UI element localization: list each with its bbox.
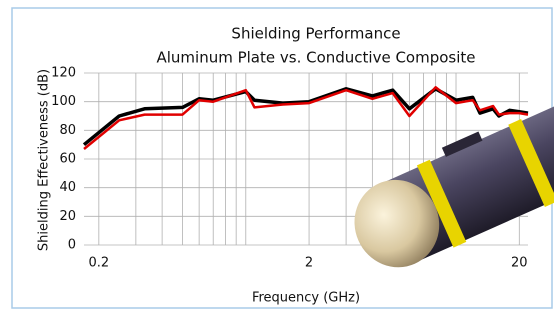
y-tick-label: 80 bbox=[59, 123, 76, 138]
y-tick-label: 120 bbox=[51, 66, 76, 81]
x-axis-label: Frequency (GHz) bbox=[252, 291, 360, 306]
chart: 0 20 40 60 80 100 120 0.2 2 20 Shielding Performa… bbox=[0, 0, 554, 311]
y-tick-label: 40 bbox=[59, 180, 76, 195]
chart-title: Shielding Performance bbox=[231, 25, 400, 43]
y-tick-label: 0 bbox=[68, 238, 76, 253]
x-tick-label: 20 bbox=[511, 256, 528, 271]
x-tick-label: 2 bbox=[305, 256, 313, 271]
chart-subtitle: Aluminum Plate vs. Conductive Composite bbox=[156, 49, 475, 67]
y-tick-label: 20 bbox=[59, 209, 76, 224]
y-axis-label: Shielding Effectiveness (dB) bbox=[37, 69, 52, 251]
y-tick-label: 60 bbox=[59, 152, 76, 167]
y-tick-label: 100 bbox=[51, 94, 76, 109]
x-tick-label: 0.2 bbox=[88, 256, 109, 271]
